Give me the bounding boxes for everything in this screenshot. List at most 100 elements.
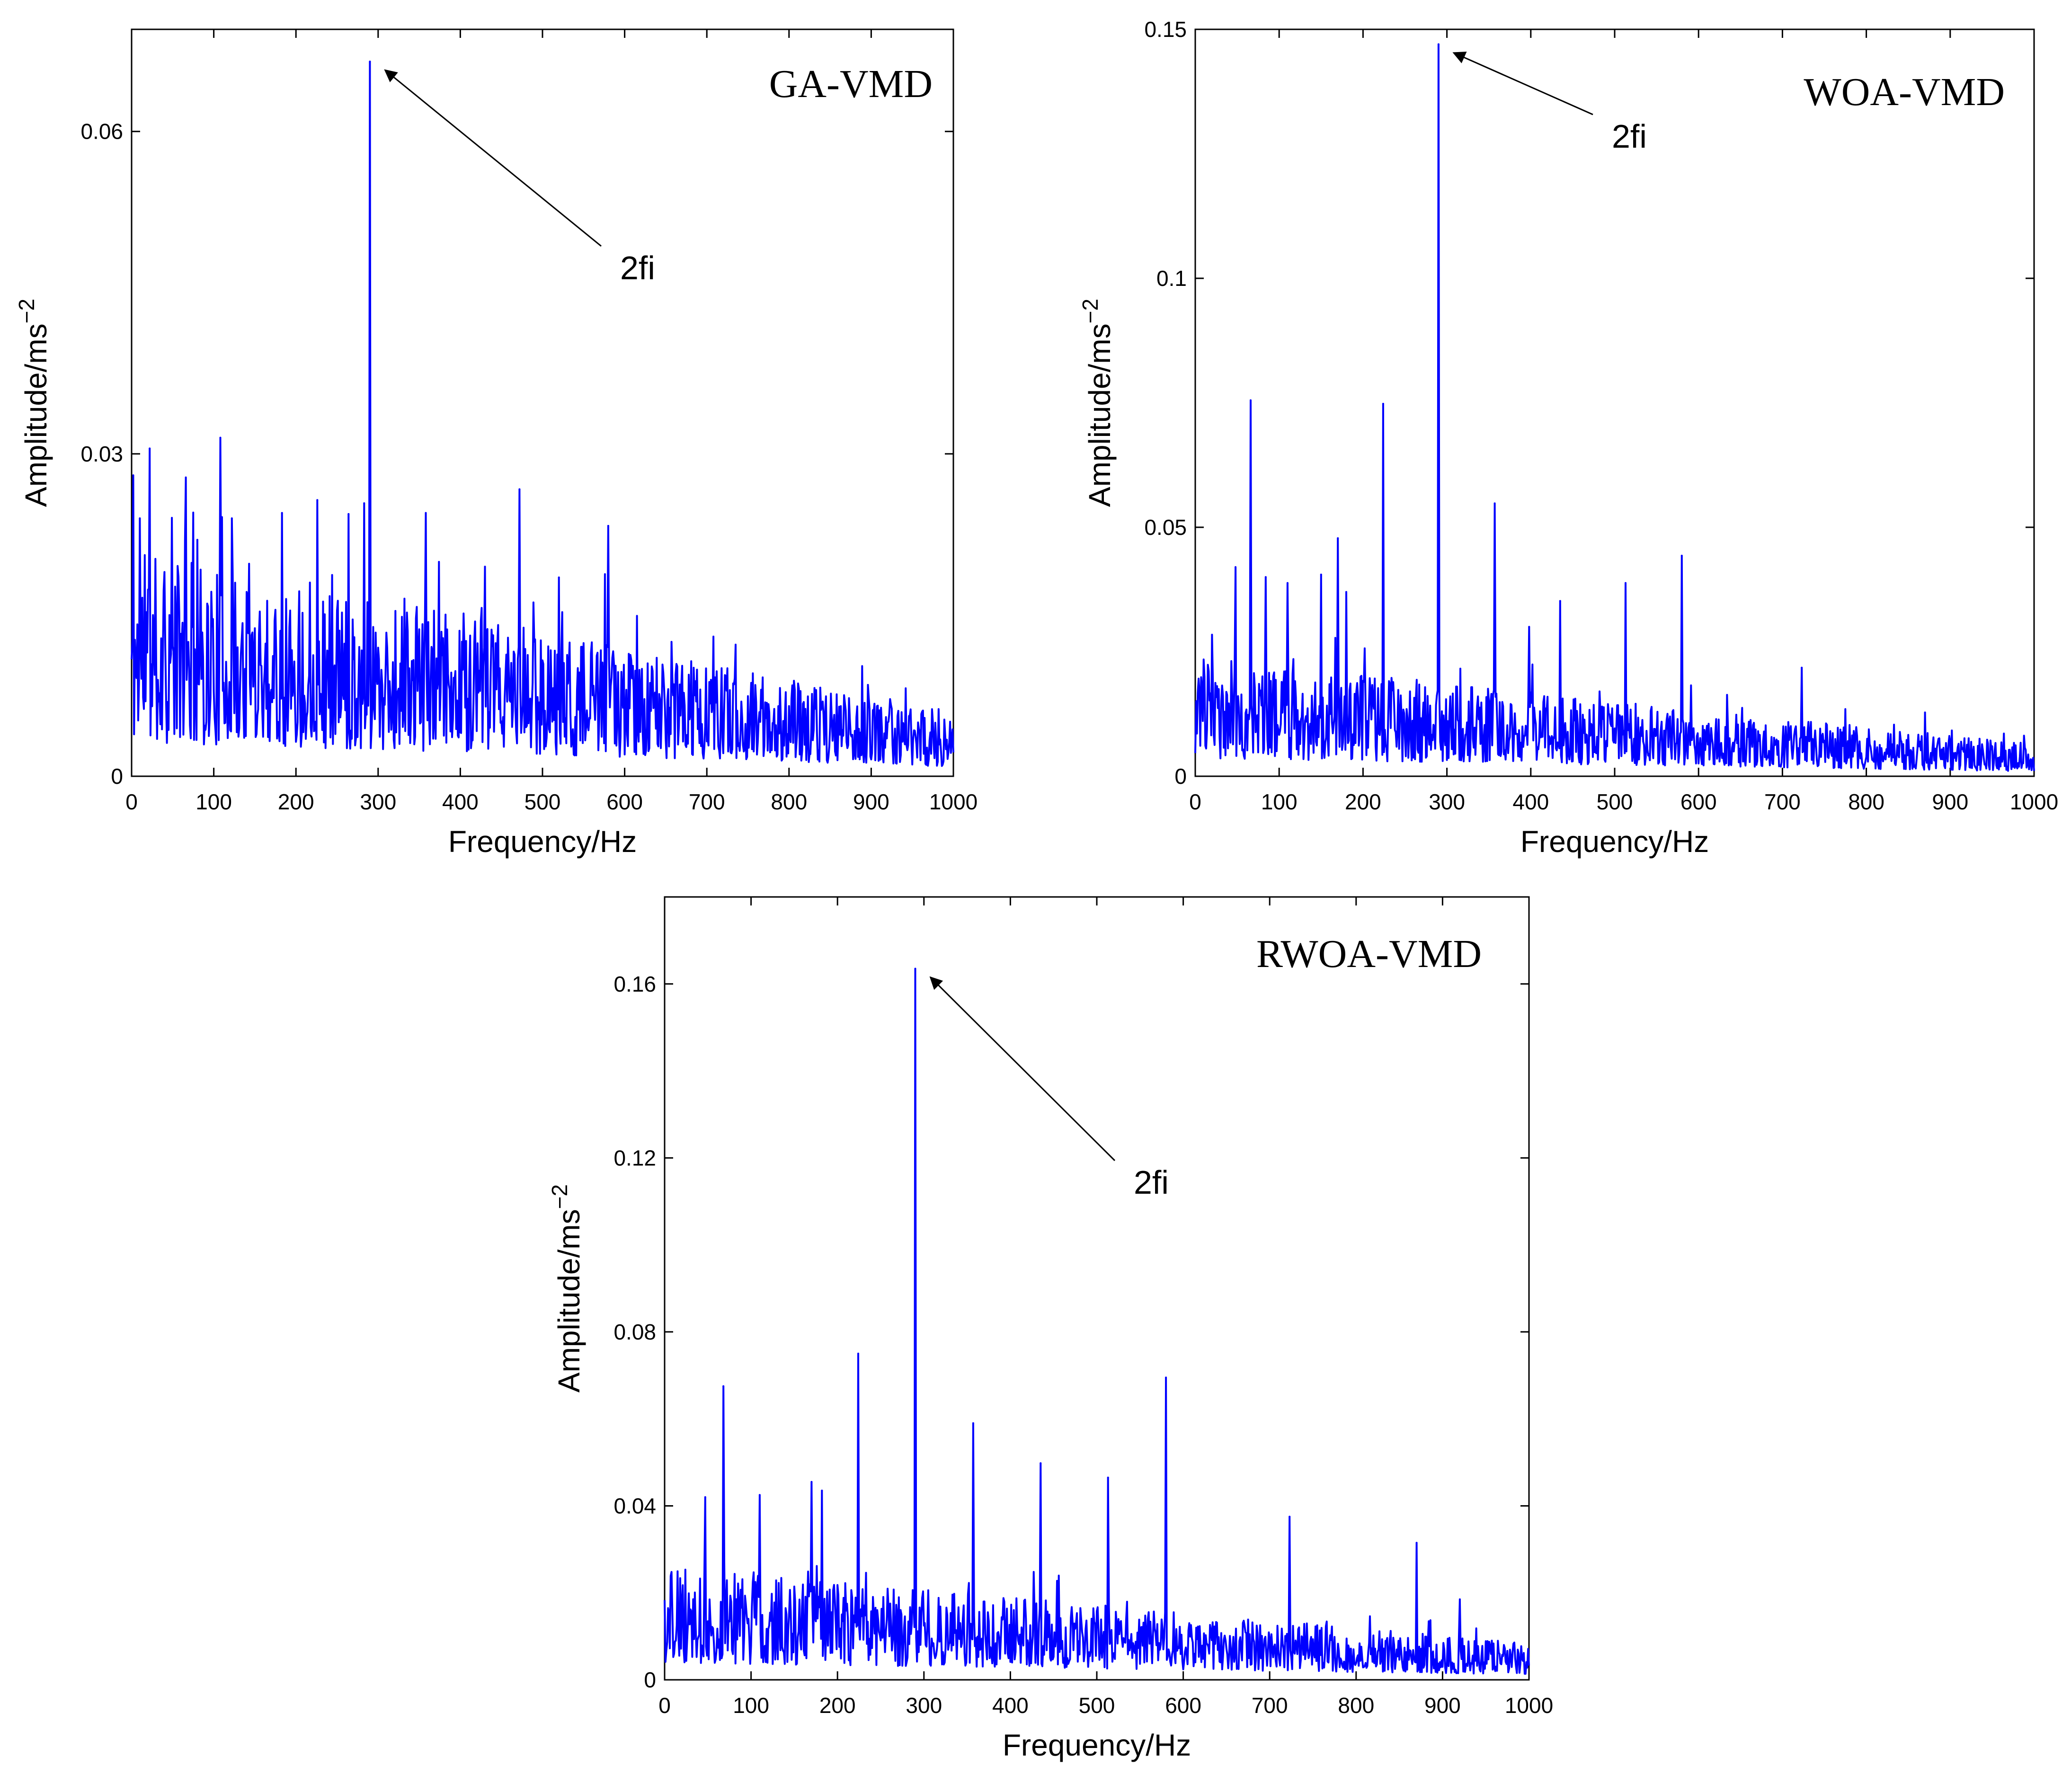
annotation-label: 2fi: [1612, 118, 1647, 155]
spectrum-peak-point: [1107, 1476, 1109, 1479]
spectrum-series-line: [1194, 43, 2035, 772]
y-axis-title-exponent: −2: [1078, 299, 1102, 323]
x-tick-label: 0: [125, 790, 138, 814]
x-tick-label: 600: [606, 790, 643, 814]
spectrum-peak-point: [604, 573, 606, 576]
x-axis-title: Frequency/Hz: [1003, 1728, 1191, 1762]
annotation-label: 2fi: [1134, 1164, 1169, 1201]
x-tick-label: 700: [1252, 1693, 1288, 1718]
x-tick-label: 900: [1932, 790, 1968, 814]
spectrum-peak-point: [1437, 43, 1440, 45]
y-tick-label: 0.1: [1156, 266, 1187, 291]
spectrum-peak-point: [139, 517, 141, 520]
x-tick-label: 800: [1338, 1693, 1374, 1718]
x-axis-title: Frequency/Hz: [448, 825, 637, 859]
x-tick-label: 1000: [929, 790, 978, 814]
x-tick-label: 300: [906, 1693, 942, 1718]
panel-title: GA-VMD: [769, 62, 933, 106]
x-tick-label: 100: [1261, 790, 1298, 814]
spectrum-peak-point: [558, 576, 560, 578]
y-tick-label: 0: [111, 764, 123, 789]
spectrum-series-line: [131, 61, 954, 767]
spectrum-peak-point: [1345, 591, 1347, 593]
spectrum-peak-point: [722, 1385, 725, 1387]
spectrum-peak-point: [1415, 1542, 1418, 1544]
spectrum-peak-point: [484, 566, 486, 568]
y-axis-title-base: Amplitude/ms: [19, 323, 53, 507]
x-tick-label: 500: [524, 790, 561, 814]
spectrum-peak-point: [1040, 1462, 1042, 1464]
spectrum-peak-point: [821, 1490, 823, 1492]
spectrum-peak-point: [281, 512, 283, 514]
x-tick-label: 800: [1848, 790, 1884, 814]
spectrum-peak-point: [1337, 537, 1339, 540]
spectrum-peak-point: [316, 499, 319, 501]
x-tick-label: 300: [1429, 790, 1465, 814]
x-tick-label: 400: [1512, 790, 1549, 814]
x-tick-label: 1000: [1505, 1693, 1553, 1718]
spectrum-peak-point: [1249, 399, 1252, 401]
y-tick-label: 0.06: [80, 119, 123, 144]
y-tick-label: 0: [1174, 764, 1187, 789]
chart-panel-ga-vmd: 0 100 200 300 400 500 600 700 800 900 1000 0 0.03 0.0…: [14, 28, 978, 859]
y-tick-label: 0: [644, 1668, 656, 1692]
panel-title: WOA-VMD: [1804, 70, 2005, 114]
spectrum-peak-point: [607, 524, 609, 527]
annotation-arrow: [1452, 52, 1593, 115]
x-tick-label: 400: [992, 1693, 1029, 1718]
spectrum-peak-point: [149, 447, 151, 450]
y-axis-title: Amplitude/ms−2: [547, 1184, 586, 1393]
spectrum-peak-point: [1924, 711, 1926, 714]
x-tick-label: 0: [1189, 790, 1201, 814]
spectrum-peak-point: [670, 641, 673, 643]
spectrum-peak-point: [196, 539, 198, 541]
y-tick-label: 0.05: [1144, 515, 1187, 540]
y-axis-title-exponent: −2: [14, 299, 39, 323]
y-axis-title-base: Amplitude/ms: [1083, 323, 1117, 507]
spectrum-peak-point: [1235, 566, 1237, 568]
spectrum-peak-point: [867, 684, 869, 686]
x-tick-label: 500: [1079, 1693, 1115, 1718]
x-tick-label: 300: [360, 790, 396, 814]
annotation-label: 2fi: [620, 249, 655, 286]
panel-title: RWOA-VMD: [1256, 932, 1482, 976]
x-tick-label: 600: [1680, 790, 1717, 814]
x-tick-label: 200: [819, 1693, 856, 1718]
spectrum-peak-point: [758, 1494, 761, 1496]
spectrum-peak-point: [1320, 573, 1322, 576]
spectrum-peak-point: [231, 517, 233, 520]
spectrum-peak-point: [369, 61, 371, 63]
y-tick-label: 0.15: [1144, 17, 1187, 42]
x-tick-label: 700: [689, 790, 725, 814]
spectrum-peak-point: [132, 474, 134, 477]
spectrum-peak-point: [1382, 403, 1384, 405]
y-axis-title-exponent: −2: [547, 1184, 572, 1209]
spectrum-peak-point: [363, 502, 365, 505]
spectrum-series-line: [664, 967, 1530, 1675]
y-tick-label: 0.08: [613, 1320, 656, 1344]
x-tick-label: 100: [733, 1693, 769, 1718]
spectrum-peak-point: [1528, 626, 1530, 628]
annotation-arrow: [384, 69, 602, 247]
spectrum-peak-point: [518, 488, 521, 490]
x-tick-label: 900: [853, 790, 889, 814]
spectrum-peak-point: [1559, 600, 1561, 602]
spectrum-peak-point: [914, 967, 916, 970]
x-tick-label: 800: [771, 790, 807, 814]
spectrum-peak-point: [185, 476, 187, 479]
x-tick-label: 100: [196, 790, 232, 814]
spectrum-peak-point: [1493, 502, 1496, 505]
x-tick-label: 500: [1597, 790, 1633, 814]
x-tick-label: 900: [1424, 1693, 1461, 1718]
spectrum-peak-point: [810, 1481, 813, 1483]
x-tick-label: 200: [278, 790, 314, 814]
spectrum-peak-point: [972, 1422, 974, 1424]
spectrum-peak-point: [347, 513, 350, 515]
spectrum-peak-point: [219, 436, 222, 439]
spectrum-peak-point: [1625, 582, 1627, 584]
x-tick-label: 0: [658, 1693, 671, 1718]
spectrum-peak-point: [704, 1496, 706, 1499]
spectrum-peak-point: [1680, 554, 1683, 557]
